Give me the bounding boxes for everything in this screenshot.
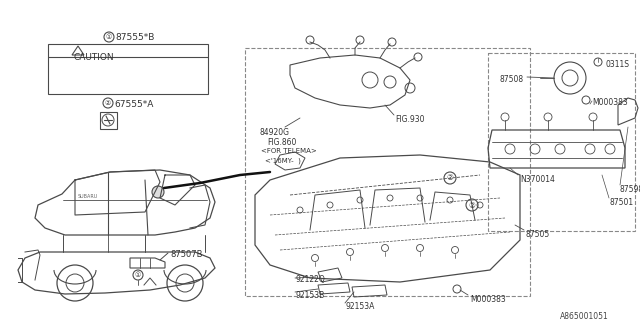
Circle shape [152,186,164,198]
Text: 87598: 87598 [620,185,640,194]
Text: <'16MY-  ): <'16MY- ) [265,158,301,164]
Bar [488,53,635,231]
Text: 87507B: 87507B [170,250,202,259]
Text: <FOR TELEMA>: <FOR TELEMA> [261,148,317,154]
Text: 92153B: 92153B [295,291,324,300]
Text: FIG.930: FIG.930 [395,115,424,124]
Text: 67555*A: 67555*A [114,100,154,109]
Text: 87505: 87505 [525,230,549,239]
Text: SUBARU: SUBARU [78,194,98,199]
Text: ①: ① [135,272,141,278]
Text: ①: ① [106,34,112,40]
Text: N370014: N370014 [520,175,555,184]
Text: M000383: M000383 [592,98,628,107]
Text: CAUTION: CAUTION [74,53,115,62]
Text: ②: ② [105,100,111,106]
Text: 92122Q: 92122Q [295,275,324,284]
Text: ②: ② [468,201,476,210]
Text: ②: ② [447,173,453,182]
Bar [100,112,117,129]
Text: 0311S: 0311S [605,60,629,69]
Bar [48,44,208,94]
Text: 87555*B: 87555*B [115,33,154,42]
Text: A865001051: A865001051 [560,312,609,320]
Text: 87508: 87508 [500,75,524,84]
Text: FIG.860: FIG.860 [267,138,296,147]
Text: 84920G: 84920G [260,128,290,137]
Text: 92153A: 92153A [345,302,374,311]
Text: 87501: 87501 [610,198,634,207]
Text: M000383: M000383 [470,295,506,304]
Bar [245,48,530,296]
